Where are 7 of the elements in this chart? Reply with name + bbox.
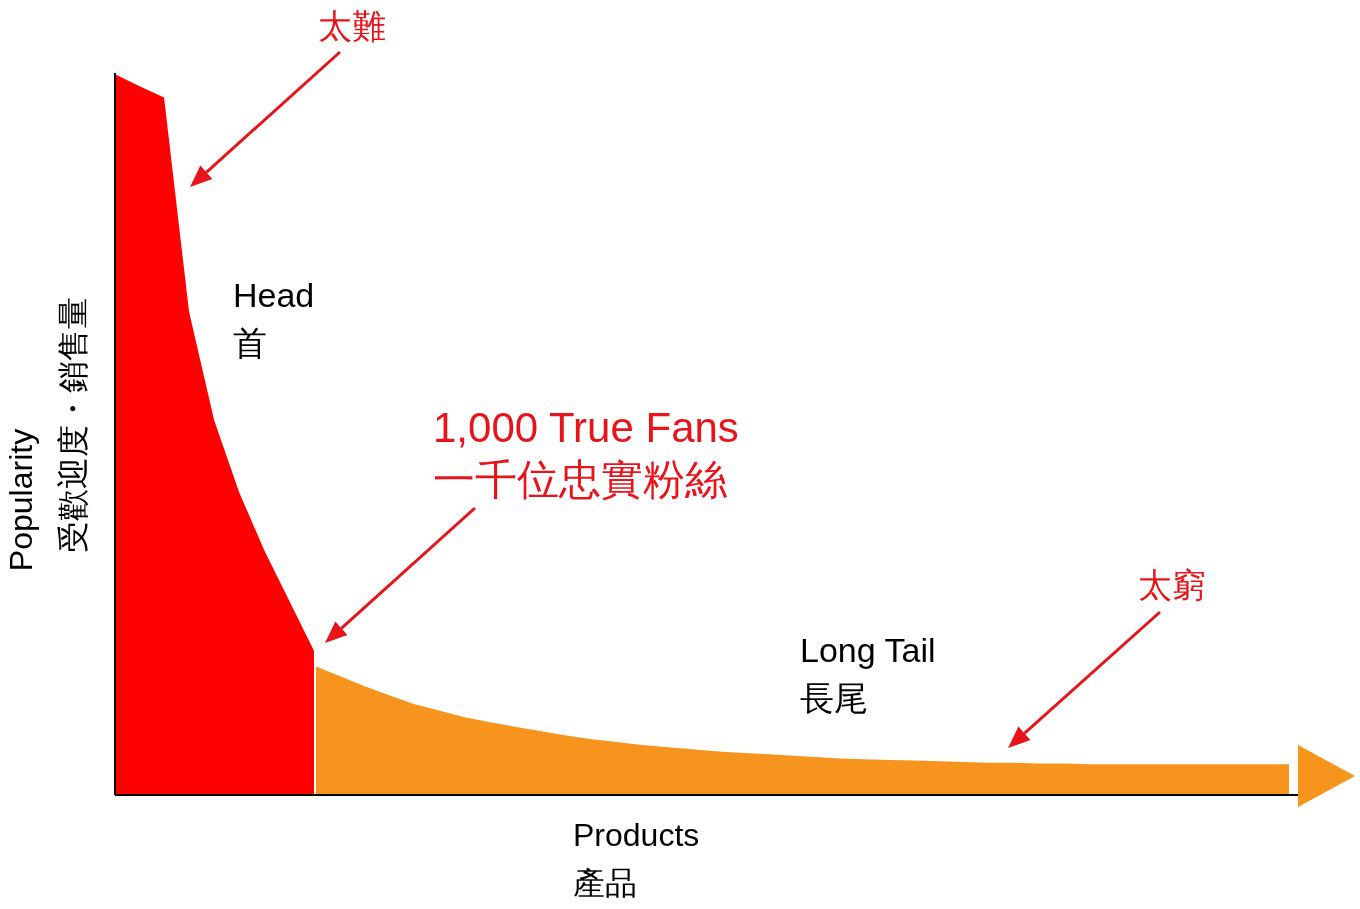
annotation: Head 首 — [233, 276, 315, 362]
annotation: Long Tail 長尾 — [800, 631, 936, 717]
text: 太難 — [318, 7, 386, 45]
annotation: 太窮 — [1138, 566, 1206, 604]
annotation: 1,000 True Fans 一千位忠實粉絲 — [433, 404, 739, 503]
x-axis-title: Products 產品 — [573, 817, 700, 901]
y-axis-title: Popularity 受歡迎度・銷售量 — [3, 297, 91, 572]
